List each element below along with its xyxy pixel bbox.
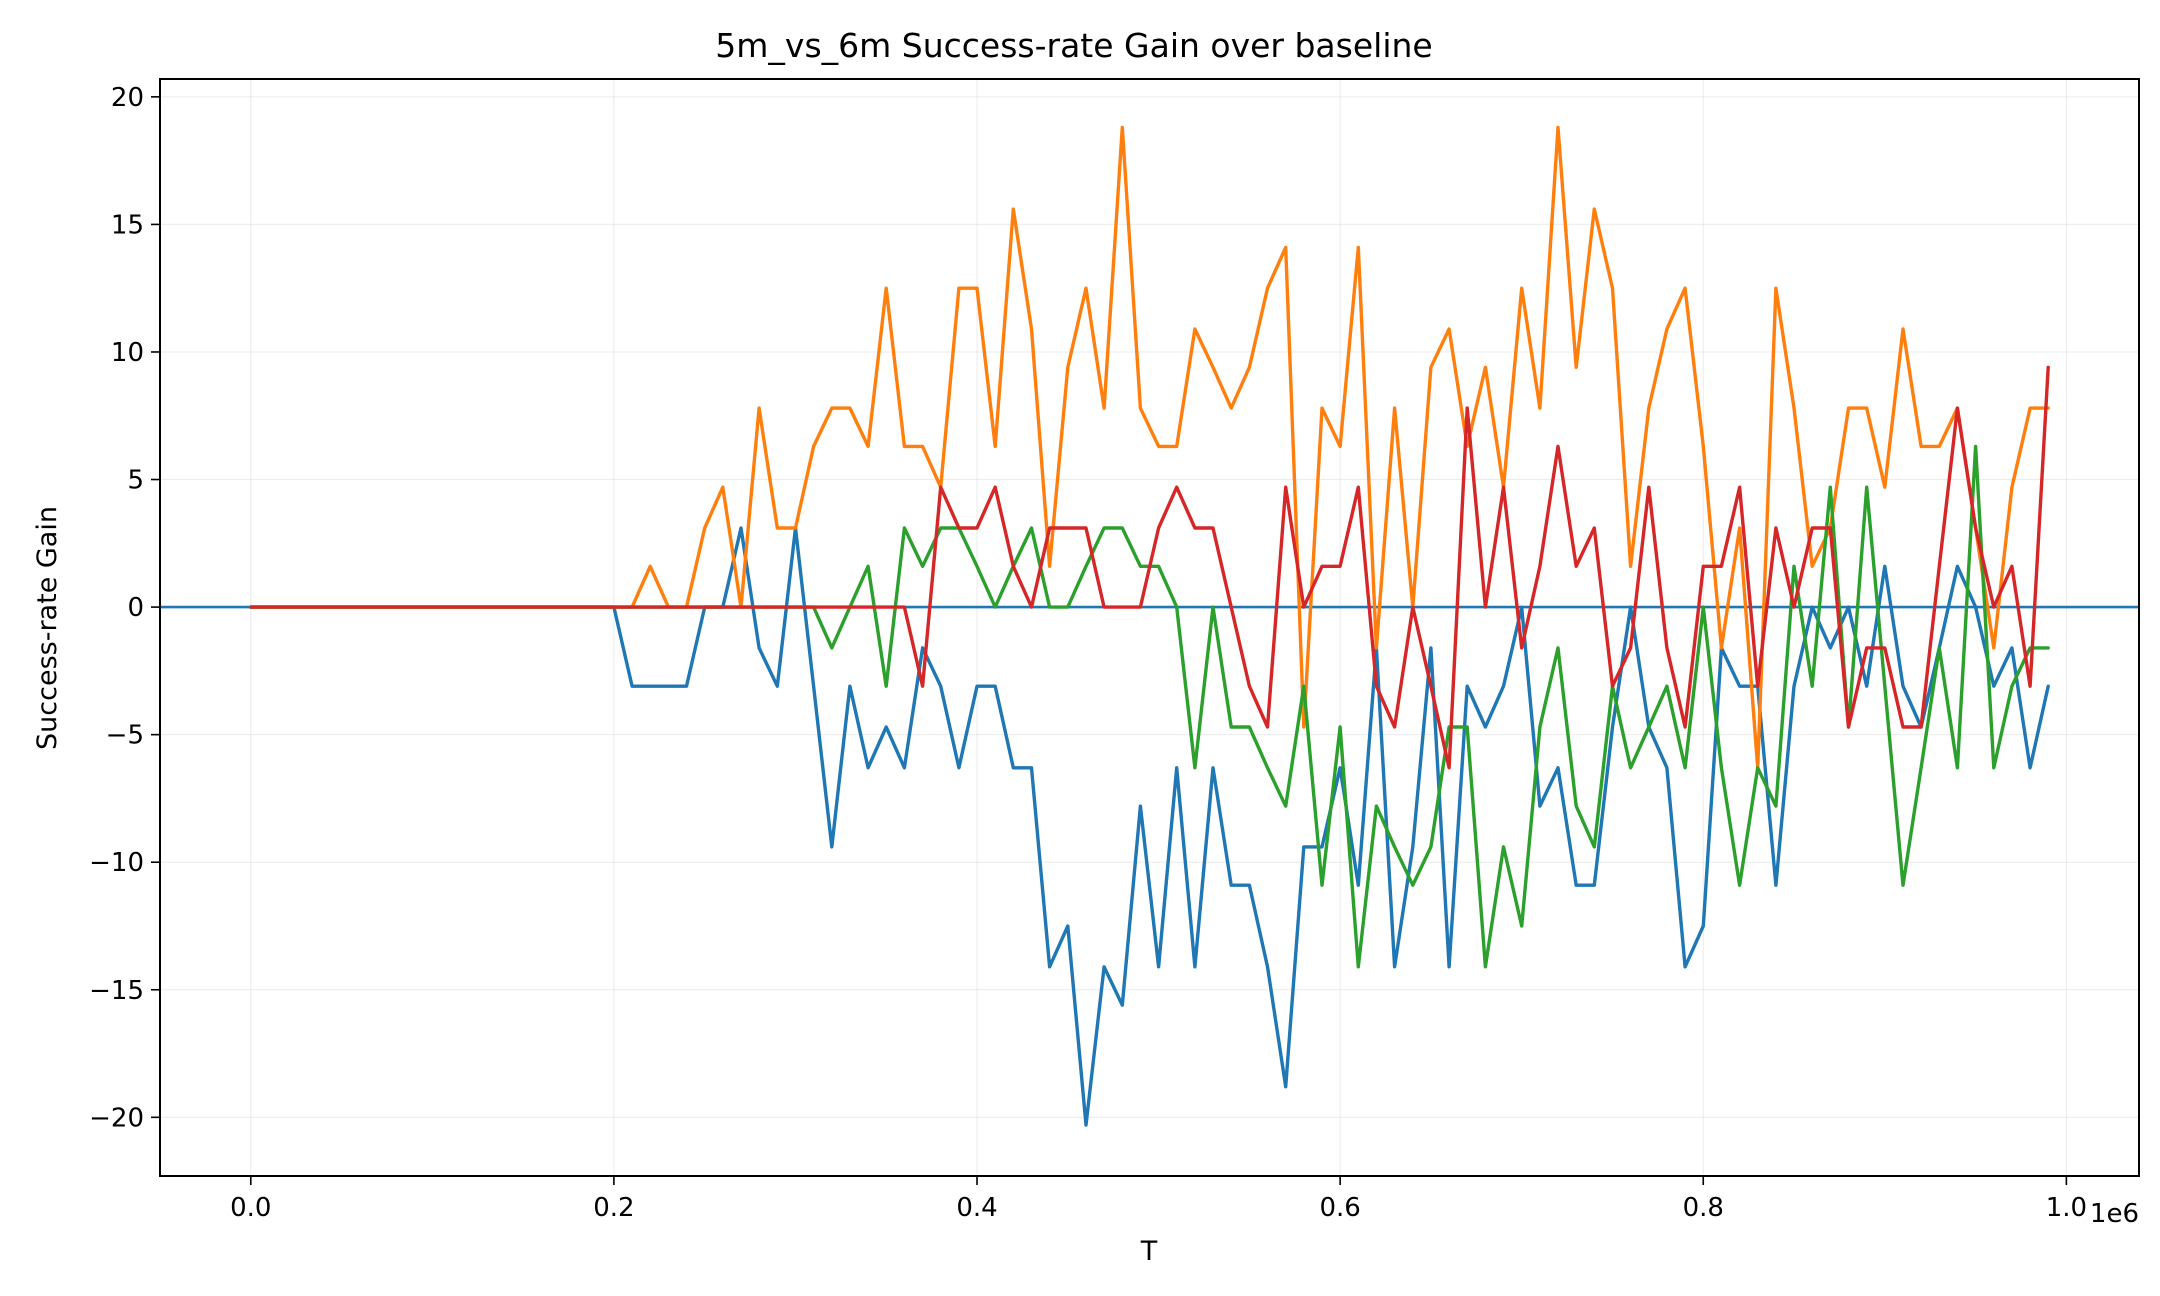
x-axis-offset-label: 1e6 (2090, 1199, 2139, 1229)
y-tick-label: 5 (127, 466, 144, 496)
y-tick-label: −20 (89, 1103, 144, 1133)
chart-title: 5m_vs_6m Success-rate Gain over baseline (715, 26, 1432, 65)
series-line-2 (249, 125, 2050, 770)
x-tick-label: 1.0 (2046, 1193, 2087, 1223)
y-tick-label: −10 (89, 848, 144, 878)
y-tick-label: −15 (89, 976, 144, 1006)
y-tick-label: 20 (111, 83, 144, 113)
x-tick-label: 0.8 (1683, 1193, 1724, 1223)
y-axis-ticks: −20 −15 −10 −5 0 5 10 15 20 (89, 83, 160, 1133)
y-tick-label: 10 (111, 338, 144, 368)
series-group (249, 125, 2050, 1127)
x-tick-label: 0.2 (593, 1193, 634, 1223)
y-axis-label: Success-rate Gain (32, 506, 63, 750)
series-line-1 (249, 526, 2050, 1127)
x-tick-label: 0.4 (956, 1193, 997, 1223)
y-tick-label: −5 (106, 721, 144, 751)
x-axis-label: T (1140, 1236, 1158, 1267)
y-tick-label: 0 (127, 593, 144, 623)
x-tick-label: 0.0 (230, 1193, 271, 1223)
y-tick-label: 15 (111, 210, 144, 240)
series-line-4 (249, 365, 2050, 770)
x-tick-label: 0.6 (1319, 1193, 1360, 1223)
plot-area-frame (159, 78, 2140, 1177)
x-axis-ticks: 0.0 0.2 0.4 0.6 0.8 1.0 (230, 1176, 2087, 1223)
